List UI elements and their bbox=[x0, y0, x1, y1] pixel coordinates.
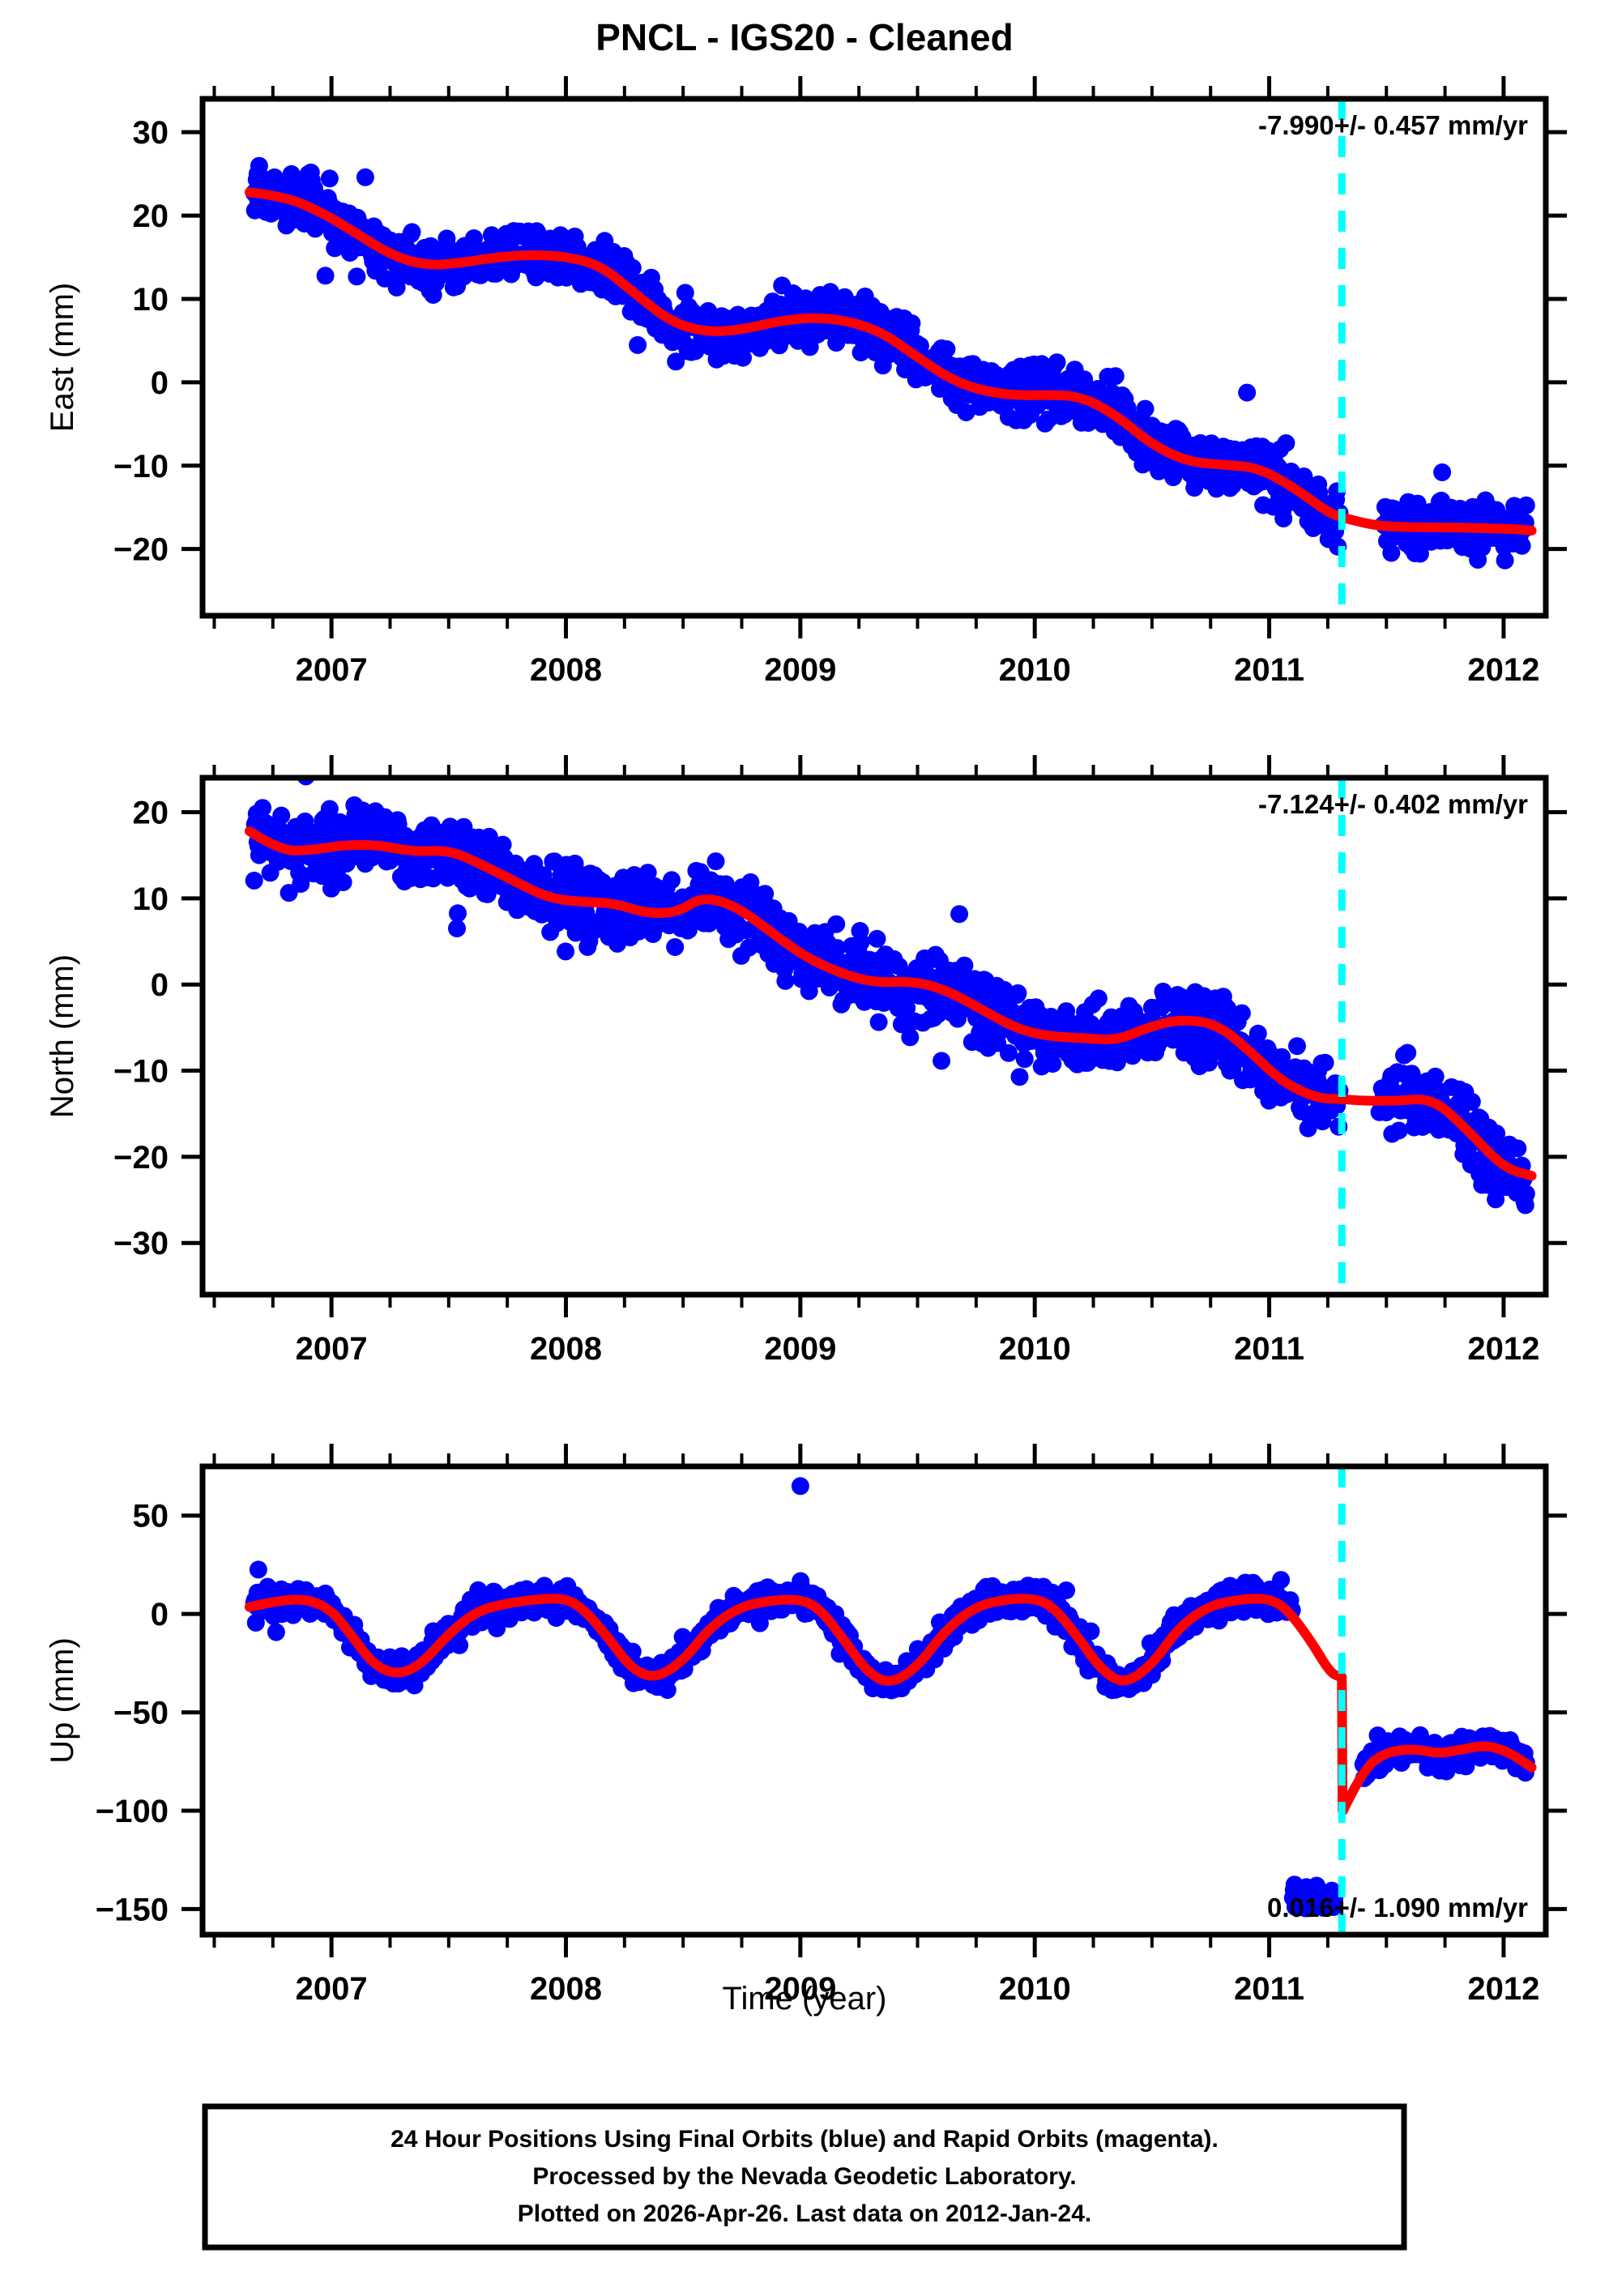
panel-up-ytick-label: −100 bbox=[96, 1794, 169, 1829]
panel-east-ytick-label: 0 bbox=[151, 365, 169, 401]
panel-east-xtick-label: 2012 bbox=[1467, 652, 1539, 688]
panel-east-frame bbox=[199, 96, 1549, 619]
panel-north-ytick-label: −10 bbox=[113, 1054, 169, 1090]
panel-up-ytick-label: −50 bbox=[113, 1696, 169, 1731]
panel-north-xtick-label: 2012 bbox=[1467, 1331, 1539, 1367]
panel-east-xtick-label: 2011 bbox=[1234, 652, 1304, 688]
panel-up-ylabel: Up (mm) bbox=[45, 1637, 80, 1764]
panel-up-model-line-post-event bbox=[1338, 1741, 1537, 1816]
panel-east-xtick-label: 2007 bbox=[296, 652, 368, 688]
panel-up-xtick-label: 2011 bbox=[1234, 1971, 1304, 2007]
panel-east-rate-label: -7.990+/- 0.457 mm/yr bbox=[1258, 110, 1528, 140]
panel-up-model-line bbox=[244, 1594, 1346, 1686]
panel-up-ytick-label: −150 bbox=[96, 1892, 169, 1927]
panel-east-ytick-label: −20 bbox=[113, 532, 169, 568]
panel-up-frame bbox=[199, 1463, 1549, 1938]
panel-up-rate-label: 0.016+/- 1.090 mm/yr bbox=[1267, 1893, 1528, 1923]
panel-up-xtick-label: 2012 bbox=[1467, 1971, 1539, 2007]
footer-line-3: Plotted on 2026-Apr-26. Last data on 201… bbox=[518, 2200, 1092, 2227]
panel-east-xtick-label: 2008 bbox=[530, 652, 602, 688]
panel-north-ytick-label: 20 bbox=[133, 796, 169, 831]
panel-up-ytick-label: 50 bbox=[133, 1499, 169, 1534]
footer-line-2: Processed by the Nevada Geodetic Laborat… bbox=[532, 2163, 1076, 2190]
panel-north-frame bbox=[199, 775, 1549, 1298]
panel-north-xtick-label: 2009 bbox=[764, 1331, 836, 1367]
panel-north-xtick-label: 2007 bbox=[296, 1331, 368, 1367]
panel-up-xtick-label: 2010 bbox=[999, 1971, 1071, 2007]
panel-north-xtick-label: 2010 bbox=[999, 1331, 1071, 1367]
panel-east-plot-area bbox=[244, 99, 1537, 616]
panel-up-xtick-label: 2007 bbox=[296, 1971, 368, 2007]
panel-north-plot-area bbox=[244, 778, 1537, 1295]
panel-north-data-points bbox=[245, 778, 1535, 1214]
panel-east-xtick-label: 2010 bbox=[999, 652, 1071, 688]
panel-up-ytick-label: 0 bbox=[151, 1597, 169, 1632]
panel-north-model-line bbox=[244, 826, 1537, 1181]
panel-north-ytick-label: 10 bbox=[133, 881, 169, 917]
panel-north-rate-label: -7.124+/- 0.402 mm/yr bbox=[1258, 789, 1528, 819]
panel-north-ytick-label: 0 bbox=[151, 967, 169, 1003]
x-axis-label: Time (year) bbox=[723, 1981, 887, 2016]
panel-east-ylabel: East (mm) bbox=[45, 283, 80, 432]
panel-up-data-points bbox=[245, 1477, 1535, 1918]
panel-east-xtick-label: 2009 bbox=[764, 652, 836, 688]
panel-north-xtick-label: 2008 bbox=[530, 1331, 602, 1367]
panel-east-model-line bbox=[244, 187, 1537, 536]
panel-east-ytick-label: 20 bbox=[133, 198, 169, 234]
panel-north-ylabel: North (mm) bbox=[45, 954, 80, 1118]
panel-east-ytick-label: 30 bbox=[133, 115, 169, 151]
panel-up-plot-area bbox=[244, 1466, 1537, 1935]
panel-up-xtick-label: 2008 bbox=[530, 1971, 602, 2007]
panel-east-ytick-label: −10 bbox=[113, 449, 169, 484]
panel-east-ytick-label: 10 bbox=[133, 282, 169, 318]
figure-title: PNCL - IGS20 - Cleaned bbox=[595, 16, 1014, 58]
panel-north-ytick-label: −20 bbox=[113, 1140, 169, 1176]
panel-north-xtick-label: 2011 bbox=[1234, 1331, 1304, 1367]
footer-line-1: 24 Hour Positions Using Final Orbits (bl… bbox=[391, 2126, 1218, 2153]
panel-north-ytick-label: −30 bbox=[113, 1226, 169, 1261]
footer-box bbox=[202, 2103, 1407, 2251]
panel-up-xtick-label: 2009 bbox=[764, 1971, 836, 2007]
